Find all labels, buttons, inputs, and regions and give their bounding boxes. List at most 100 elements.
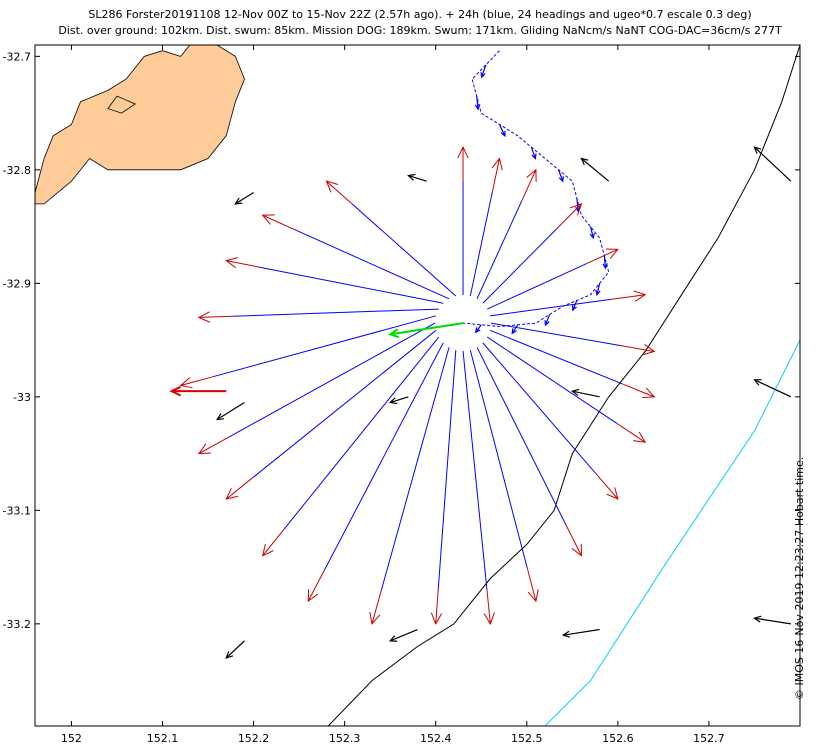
heading-arrow-tip-shaft (435, 589, 439, 624)
current-arrow-shaft (235, 192, 254, 205)
heading-arrow-tip-head (605, 248, 619, 259)
heading-arrow-tip (521, 168, 537, 201)
current-arrow (580, 157, 610, 182)
heading-165 (469, 349, 528, 569)
track-arrow (480, 64, 487, 79)
track-arrow-shaft (481, 64, 487, 78)
heading-210 (380, 347, 450, 592)
heading-arrow-tip (261, 214, 294, 230)
heading-arrow-tip-shaft (616, 422, 646, 443)
chart-title-line-2: Dist. over ground: 102km. Dist. swum: 85… (58, 24, 782, 37)
heading-45 (482, 227, 558, 304)
heading-arrow-tip-head (483, 612, 495, 625)
x-tick-label: 152.4 (420, 732, 452, 745)
heading-270 (228, 322, 436, 438)
island (107, 95, 137, 114)
current-arrow-head (225, 651, 234, 659)
heading-track-segment (490, 298, 612, 317)
x-tick-label: 152 (61, 732, 82, 745)
track-line (462, 50, 610, 328)
current-arrow-shaft (408, 174, 427, 182)
heading-track-segment (252, 329, 437, 479)
track-arrow-head (511, 328, 517, 335)
heading-arrow-tip-shaft (198, 436, 229, 455)
current-arrow-shaft (754, 146, 792, 182)
heading-arrow-tip (225, 257, 260, 269)
heading-arrow-tip-head (225, 257, 238, 269)
current-arrow (753, 146, 792, 182)
current-arrow-head (407, 173, 416, 181)
heading-arrow-tip-head (633, 290, 647, 302)
heading-arrow-tip (325, 180, 353, 205)
current-arrow-head (753, 615, 762, 623)
latest-heading-arrow-head (387, 328, 400, 339)
heading-60 (487, 262, 588, 310)
current-arrow-shaft (754, 617, 791, 625)
heading-arrow-tip-shaft (620, 345, 655, 352)
heading-track-segment (380, 347, 450, 592)
heading-arrow-tip (261, 528, 285, 557)
current-arrow-shaft (754, 379, 792, 398)
track-arrow-head (602, 263, 608, 270)
heading-arrow-tip-shaft (262, 528, 285, 557)
heading-75 (490, 298, 612, 317)
heading-arrow-tip-head (571, 543, 582, 557)
current-arrow (407, 173, 427, 182)
track-arrow-head (474, 104, 481, 111)
track-arrow (544, 314, 551, 327)
track-arrow-shaft (530, 146, 537, 159)
current-arrow (225, 640, 245, 659)
current-arrow (388, 628, 418, 642)
current-arrow-head (234, 197, 243, 205)
heading-arrow-tip (620, 344, 656, 356)
track-arrow-head (571, 305, 577, 312)
current-arrow (215, 402, 245, 421)
current-arrow-head (570, 388, 580, 396)
heading-240 (283, 336, 440, 530)
current-arrow (561, 628, 600, 638)
heading-arrow-tip (483, 589, 495, 625)
track-arrow-shaft (511, 324, 519, 334)
track-arrow-shaft (544, 314, 551, 326)
heading-arrow-tip-shaft (521, 169, 537, 201)
current-arrow-shaft (225, 640, 245, 659)
track-arrow-shaft (589, 226, 594, 239)
heading-track-segment (487, 336, 618, 424)
x-tick-label: 152.6 (602, 732, 634, 745)
heading-arrow-tip (225, 477, 254, 500)
heading-arrow-tip (557, 203, 583, 229)
heading-arrow-tip-shaft (622, 383, 655, 398)
glider-track (462, 50, 610, 328)
track-arrow-head (531, 153, 537, 160)
track-arrow-head (500, 130, 506, 138)
heading-arrow-tip-shaft (526, 568, 537, 602)
current-arrow (570, 388, 600, 398)
y-tick-label: -33.2 (3, 618, 31, 631)
heading-120 (487, 336, 618, 424)
heading-arrow-tip-shaft (586, 248, 619, 264)
heading-arrow-tip-head (179, 377, 193, 389)
current-arrow (753, 615, 791, 625)
current-arrow-shaft (563, 628, 600, 636)
heading-105 (489, 329, 623, 385)
heading-arrow-tip-shaft (491, 158, 500, 192)
track-arrow-shaft (558, 169, 564, 182)
heading-225 (323, 342, 444, 572)
heading-arrow-tip-shaft (557, 203, 582, 229)
latest-heading-arrow-shaft (390, 322, 464, 336)
y-tick-label: -32.8 (3, 164, 31, 177)
heading-180 (462, 351, 488, 591)
heading-arrow-tip (197, 311, 233, 323)
track-arrow-shaft (498, 124, 506, 137)
track-arrow (474, 96, 481, 111)
track-arrow-head (474, 327, 481, 334)
heading-track-segment (482, 227, 558, 304)
heading-330 (293, 228, 450, 300)
heading-arrow-tip-head (430, 612, 443, 625)
heading-arrow-tip-head (197, 443, 211, 455)
current-arrow-head (561, 630, 571, 638)
track-arrow-head (544, 320, 550, 327)
heading-arrow-tip-shaft (225, 477, 254, 500)
heading-arrow-tip-head (225, 487, 239, 500)
